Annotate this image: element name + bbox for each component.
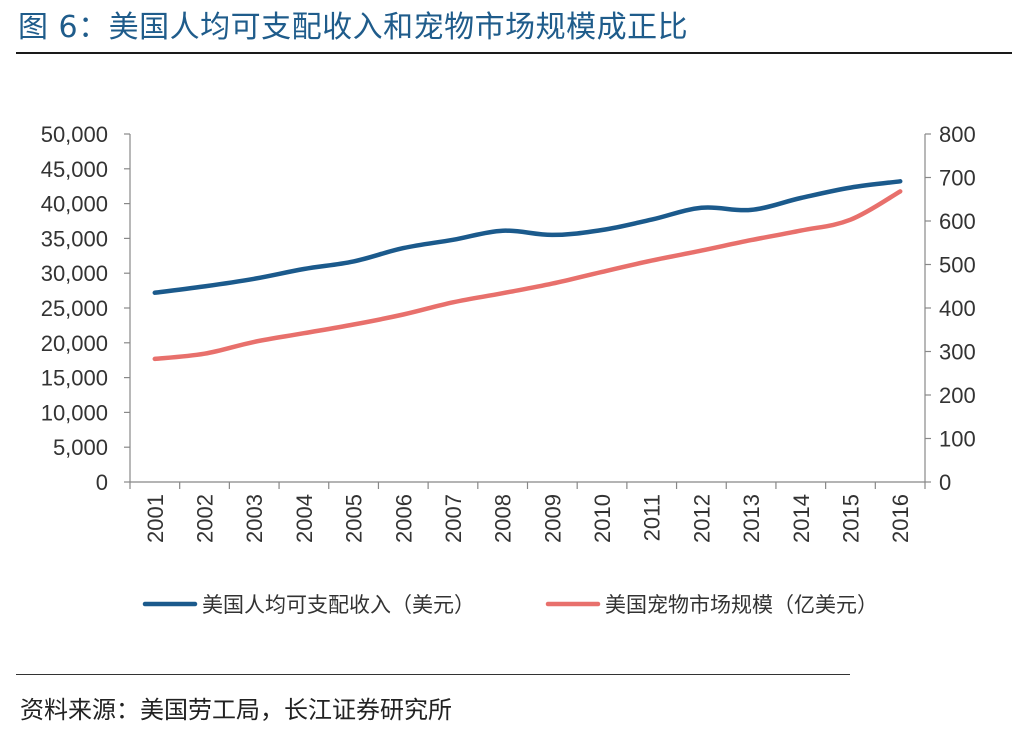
source-note: 资料来源：美国劳工局，长江证券研究所 xyxy=(20,696,452,724)
right-tick-label: 300 xyxy=(939,340,976,365)
x-tick-label: 2009 xyxy=(540,494,565,543)
right-tick-label: 500 xyxy=(939,253,976,278)
chart-axes xyxy=(124,133,931,489)
x-tick-label: 2011 xyxy=(640,494,665,541)
series-line-income xyxy=(152,179,903,295)
right-axis-labels: 0 100 200 300 400 500 600 700 800 xyxy=(939,122,976,495)
x-tick-label: 2003 xyxy=(242,494,267,543)
source-rule xyxy=(16,674,850,675)
right-tick-label: 600 xyxy=(939,209,976,234)
right-tick-label: 800 xyxy=(939,122,976,147)
x-tick-label: 2010 xyxy=(590,494,615,543)
series-line-pet-market xyxy=(152,189,903,362)
left-tick-label: 25,000 xyxy=(41,296,108,321)
right-tick-label: 200 xyxy=(939,383,976,408)
left-tick-label: 35,000 xyxy=(41,226,108,251)
x-tick-label: 2002 xyxy=(193,494,218,543)
x-tick-label: 2004 xyxy=(292,494,317,543)
right-tick-label: 0 xyxy=(939,470,951,495)
title-rule xyxy=(16,52,1012,54)
x-tick-label: 2016 xyxy=(888,494,913,543)
x-tick-label: 2012 xyxy=(689,494,714,543)
left-tick-label: 40,000 xyxy=(41,192,108,217)
left-tick-label: 5,000 xyxy=(53,435,108,460)
x-axis-labels: 2001 2002 2003 2004 2005 2006 2007 2008 2009 2010… xyxy=(143,494,913,543)
left-tick-label: 10,000 xyxy=(41,400,108,425)
x-tick-label: 2015 xyxy=(838,494,863,543)
right-tick-label: 100 xyxy=(939,427,976,452)
chart-title: 图 6：美国人均可支配收入和宠物市场规模成正比 xyxy=(18,10,689,45)
x-tick-label: 2006 xyxy=(391,494,416,543)
x-tick-label: 2014 xyxy=(789,494,814,543)
x-tick-label: 2007 xyxy=(441,494,466,543)
legend-label: 美国宠物市场规模（亿美元） xyxy=(605,593,878,617)
legend-label: 美国人均可支配收入（美元） xyxy=(202,593,475,617)
left-tick-label: 0 xyxy=(96,470,108,495)
left-tick-label: 30,000 xyxy=(41,261,108,286)
left-axis-labels: 0 5,000 10,000 15,000 20,000 25,000 30,000 35,0… xyxy=(41,122,108,495)
x-tick-label: 2005 xyxy=(342,494,367,543)
right-tick-label: 400 xyxy=(939,296,976,321)
left-tick-label: 45,000 xyxy=(41,157,108,182)
left-tick-label: 15,000 xyxy=(41,366,108,391)
legend: 美国人均可支配收入（美元） 美国宠物市场规模（亿美元） xyxy=(142,593,878,617)
x-tick-label: 2008 xyxy=(491,494,516,543)
left-tick-label: 50,000 xyxy=(41,122,108,147)
chart-series xyxy=(152,179,903,362)
x-tick-label: 2013 xyxy=(739,494,764,543)
right-tick-label: 700 xyxy=(939,166,976,191)
x-tick-label: 2001 xyxy=(143,494,168,543)
left-tick-label: 20,000 xyxy=(41,331,108,356)
